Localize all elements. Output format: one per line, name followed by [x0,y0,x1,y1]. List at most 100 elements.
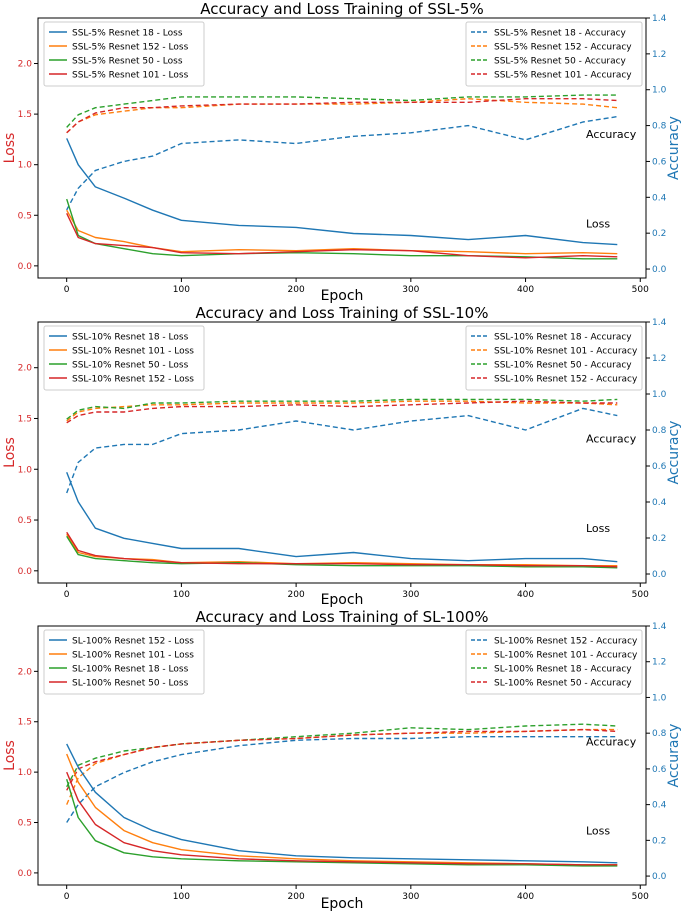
loss-tick-label: 1.0 [18,465,33,475]
loss-tick-label: 2.0 [18,667,33,677]
accuracy-series-line [66,97,618,134]
legend-label: SSL-10% Resnet 152 - Accuracy [494,375,638,385]
loss-tick-label: 0.0 [18,262,33,272]
accuracy-series-line [66,400,618,424]
legend-label: SL-100% Resnet 152 - Loss [72,637,194,647]
accuracy-tick-label: 0.6 [652,157,667,167]
plot-frame [37,321,647,584]
loss-legend-box [43,21,205,87]
accuracy-tick-label: 1.2 [652,50,666,60]
legend-label: SL-100% Resnet 18 - Loss [72,665,189,675]
loss-series-line [66,212,618,259]
accuracy-series-line [66,723,618,788]
accuracy-series-line [66,115,618,211]
loss-tick-label: 2.0 [18,60,33,70]
annotation-loss: Loss [586,825,610,838]
loss-series-line [66,531,618,568]
loss-tick-label: 0.5 [18,819,32,829]
loss-axis-label: Loss [2,437,18,468]
accuracy-tick-label: 0.0 [652,265,667,275]
x-axis-label: Epoch [321,288,364,304]
accuracy-tick-label: 0.2 [652,836,666,846]
legend-label: SSL-10% Resnet 101 - Loss [72,347,194,357]
loss-axis-label: Loss [2,133,18,164]
plot-area [66,398,618,569]
x-tick-label: 400 [517,285,534,295]
x-tick-label: 500 [632,590,649,600]
chart-panel-3: Accuracy and Loss Training of SL-100% 0 10… [2,608,682,912]
accuracy-tick-label: 0.4 [652,801,667,811]
accuracy-tick-label: 0.6 [652,765,667,775]
x-tick-label: 0 [64,285,70,295]
accuracy-series-line [66,407,618,494]
legend-label: SSL-10% Resnet 18 - Accuracy [494,333,632,343]
loss-tick-label: 0.5 [18,516,32,526]
chart-panel-1: Accuracy and Loss Training of SSL-5% 0 100… [2,0,682,304]
x-tick-label: 400 [517,590,534,600]
accuracy-series-line [66,400,618,422]
legend-label: SSL-5% Resnet 101 - Accuracy [494,71,632,81]
loss-series-line [66,138,618,246]
loss-tick-label: 1.0 [18,161,33,171]
accuracy-tick-label: 0.8 [652,122,667,132]
accuracy-tick-label: 1.0 [652,86,667,96]
accuracy-legend: SSL-5% Resnet 18 - Accuracy SSL-5% Resnet… [465,21,643,87]
accuracy-legend: SSL-10% Resnet 18 - Accuracy SSL-10% Resn… [465,325,643,391]
legend-label: SL-100% Resnet 50 - Loss [72,679,189,689]
x-tick-label: 400 [517,892,534,902]
accuracy-axis-label: Accuracy [666,116,682,180]
loss-series-line [66,209,618,255]
accuracy-legend: SL-100% Resnet 152 - Accuracy SL-100% Res… [465,629,643,695]
loss-tick-label: 2.0 [18,364,33,374]
x-tick-label: 100 [173,590,190,600]
x-tick-label: 200 [288,892,305,902]
chart-title: Accuracy and Loss Training of SSL-5% [200,0,483,18]
legend-label: SSL-10% Resnet 152 - Loss [72,375,194,385]
loss-series-line [66,753,618,866]
legend-label: SSL-10% Resnet 50 - Accuracy [494,361,632,371]
chart-title: Accuracy and Loss Training of SL-100% [196,608,489,626]
accuracy-tick-label: 0.2 [652,229,666,239]
accuracy-tick-label: 0.6 [652,462,667,472]
accuracy-series-line [66,728,618,791]
loss-legend: SSL-10% Resnet 18 - Loss SSL-10% Resnet 1… [43,325,205,391]
legend-label: SL-100% Resnet 101 - Loss [72,651,194,661]
loss-tick-label: 1.0 [18,768,33,778]
legend-label: SSL-10% Resnet 50 - Loss [72,361,189,371]
legend-label: SL-100% Resnet 50 - Accuracy [494,679,632,689]
legend-label: SSL-5% Resnet 152 - Accuracy [494,43,632,53]
loss-tick-label: 0.0 [18,567,33,577]
loss-tick-label: 1.5 [18,718,32,728]
x-axis-label: Epoch [321,896,364,912]
accuracy-tick-label: 0.4 [652,498,667,508]
loss-series-line [66,771,618,866]
accuracy-tick-label: 0.0 [652,570,667,580]
accuracy-axis-label: Accuracy [666,421,682,485]
loss-legend: SSL-5% Resnet 18 - Loss SSL-5% Resnet 152… [43,21,205,87]
chart-panel-2: Accuracy and Loss Training of SSL-10% 0 10… [2,304,682,608]
x-tick-label: 200 [288,590,305,600]
annotation-loss: Loss [586,522,610,535]
loss-tick-label: 0.5 [18,211,32,221]
plot-area [66,723,618,867]
loss-legend-box [43,325,205,391]
accuracy-tick-label: 1.2 [652,354,666,364]
legend-label: SSL-5% Resnet 50 - Loss [72,57,183,67]
accuracy-series-line [66,94,618,128]
loss-tick-label: 1.5 [18,110,32,120]
loss-series-line [66,472,618,563]
accuracy-legend-box [465,21,643,87]
legend-label: SSL-5% Resnet 18 - Loss [72,29,183,39]
accuracy-tick-label: 0.4 [652,193,667,203]
loss-series-line [66,533,618,567]
loss-series-line [66,743,618,864]
accuracy-tick-label: 1.4 [652,622,667,632]
accuracy-tick-label: 1.0 [652,693,667,703]
x-tick-label: 200 [288,285,305,295]
x-tick-label: 100 [173,892,190,902]
accuracy-tick-label: 0.8 [652,426,667,436]
legend-label: SL-100% Resnet 152 - Accuracy [494,637,638,647]
legend-label: SSL-5% Resnet 50 - Accuracy [494,57,627,67]
loss-legend-box [43,629,205,695]
